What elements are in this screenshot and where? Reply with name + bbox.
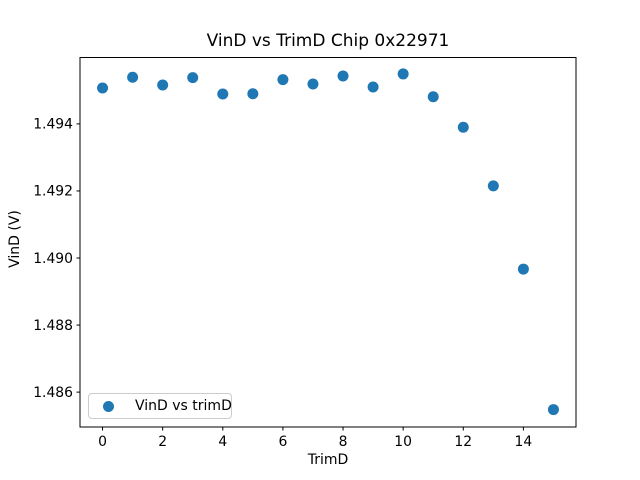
legend-marker-icon	[103, 400, 114, 412]
y-axis-label: VinD (V)	[7, 210, 23, 268]
scatter-point	[187, 72, 199, 84]
scatter-point	[457, 121, 469, 133]
y-tick-label: 1.490	[33, 251, 73, 267]
axes-spines	[79, 57, 577, 428]
legend-label: VinD vs trimD	[135, 398, 232, 414]
scatter-point	[277, 74, 289, 86]
scatter-point	[397, 68, 409, 80]
scatter-point	[247, 88, 259, 100]
x-tick-label: 4	[218, 434, 227, 450]
scatter-point	[547, 404, 559, 416]
y-tick-label: 1.492	[33, 184, 73, 200]
scatter-point	[97, 82, 109, 94]
scatter-point	[427, 91, 439, 103]
y-tick-label: 1.488	[33, 318, 73, 334]
x-axis-label: TrimD	[307, 452, 349, 468]
scatter-point	[517, 263, 529, 275]
x-tick-label: 10	[394, 434, 412, 450]
x-tick-label: 6	[278, 434, 287, 450]
scatter-point	[217, 88, 229, 100]
y-tick-label: 1.494	[33, 117, 73, 133]
scatter-point	[367, 81, 379, 93]
chart-title: VinD vs TrimD Chip 0x22971	[206, 31, 450, 51]
scatter-point	[127, 71, 139, 83]
x-tick-label: 8	[339, 434, 348, 450]
legend: VinD vs trimD	[88, 393, 232, 419]
scatter-point	[307, 78, 319, 90]
scatter-point	[337, 70, 349, 82]
x-tick-label: 12	[454, 434, 472, 450]
y-tick-label: 1.486	[33, 385, 73, 401]
x-tick-label: 2	[158, 434, 167, 450]
x-tick-label: 0	[98, 434, 107, 450]
x-tick-label: 14	[515, 434, 533, 450]
scatter-point	[487, 180, 499, 192]
scatter-point	[157, 79, 169, 91]
